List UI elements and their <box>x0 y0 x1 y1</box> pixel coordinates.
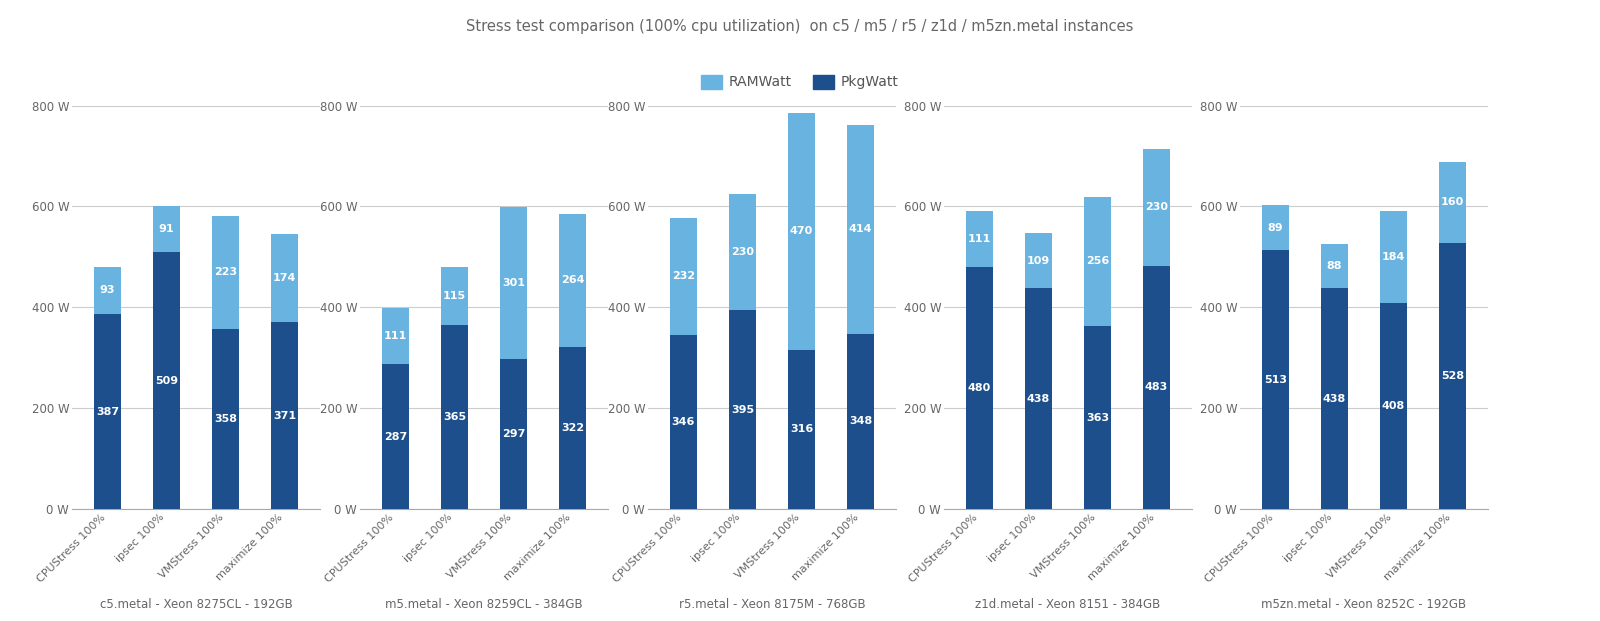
Text: 160: 160 <box>1442 197 1464 207</box>
Bar <box>789 350 814 509</box>
Bar <box>382 365 408 509</box>
Bar <box>848 333 874 509</box>
Text: 365: 365 <box>443 412 466 422</box>
Text: 297: 297 <box>502 429 525 439</box>
Bar <box>382 309 408 365</box>
Bar <box>442 325 467 509</box>
Bar <box>442 267 467 325</box>
Text: Stress test comparison (100% cpu utilization)  on c5 / m5 / r5 / z1d / m5zn.meta: Stress test comparison (100% cpu utiliza… <box>466 19 1134 34</box>
Text: 301: 301 <box>502 278 525 288</box>
Text: 232: 232 <box>672 271 694 281</box>
Text: 111: 111 <box>968 234 990 244</box>
Text: 174: 174 <box>274 273 296 283</box>
X-axis label: m5.metal - Xeon 8259CL - 384GB: m5.metal - Xeon 8259CL - 384GB <box>386 598 582 611</box>
Text: 89: 89 <box>1267 223 1283 233</box>
X-axis label: m5zn.metal - Xeon 8252C - 192GB: m5zn.metal - Xeon 8252C - 192GB <box>1261 598 1467 611</box>
Bar <box>1026 288 1051 509</box>
Text: 480: 480 <box>968 383 990 393</box>
Bar <box>94 314 120 509</box>
Text: 184: 184 <box>1382 252 1405 262</box>
Bar <box>272 234 298 322</box>
X-axis label: z1d.metal - Xeon 8151 - 384GB: z1d.metal - Xeon 8151 - 384GB <box>976 598 1160 611</box>
Text: 438: 438 <box>1323 394 1346 404</box>
Text: 348: 348 <box>850 417 872 427</box>
Bar <box>1322 288 1347 509</box>
Text: 223: 223 <box>214 267 237 278</box>
Bar <box>670 217 696 335</box>
Text: 395: 395 <box>731 404 754 415</box>
Text: 88: 88 <box>1326 261 1342 271</box>
Text: 363: 363 <box>1086 412 1109 423</box>
Text: 91: 91 <box>158 224 174 235</box>
Text: 111: 111 <box>384 332 406 342</box>
Text: 230: 230 <box>731 247 754 257</box>
Text: 387: 387 <box>96 407 118 417</box>
Bar <box>670 335 696 509</box>
Text: 408: 408 <box>1382 401 1405 411</box>
Bar <box>94 267 120 314</box>
Text: 115: 115 <box>443 291 466 301</box>
Text: 316: 316 <box>790 425 813 435</box>
Bar <box>1322 244 1347 288</box>
Text: 346: 346 <box>672 417 694 427</box>
Bar <box>730 194 755 310</box>
Bar <box>154 206 179 252</box>
Text: 230: 230 <box>1146 202 1168 212</box>
Bar <box>789 112 814 350</box>
Text: 438: 438 <box>1027 394 1050 404</box>
Bar <box>501 207 526 360</box>
Bar <box>966 267 992 509</box>
Bar <box>154 252 179 509</box>
Text: 483: 483 <box>1146 383 1168 392</box>
Text: 322: 322 <box>562 423 584 433</box>
Text: 414: 414 <box>850 224 872 234</box>
Bar <box>1381 303 1406 509</box>
X-axis label: r5.metal - Xeon 8175M - 768GB: r5.metal - Xeon 8175M - 768GB <box>678 598 866 611</box>
Bar <box>213 329 238 509</box>
Text: 109: 109 <box>1027 256 1050 266</box>
Text: 470: 470 <box>790 226 813 236</box>
Bar <box>560 214 586 347</box>
Bar <box>272 322 298 509</box>
Bar <box>213 216 238 329</box>
Bar <box>560 347 586 509</box>
Bar <box>1085 326 1110 509</box>
Bar <box>1381 211 1406 303</box>
Text: 371: 371 <box>274 410 296 420</box>
Legend: RAMWatt, PkgWatt: RAMWatt, PkgWatt <box>696 69 904 95</box>
Bar <box>848 125 874 333</box>
Bar <box>1026 233 1051 288</box>
X-axis label: c5.metal - Xeon 8275CL - 192GB: c5.metal - Xeon 8275CL - 192GB <box>99 598 293 611</box>
Text: 93: 93 <box>99 286 115 296</box>
Bar <box>1440 243 1466 509</box>
Bar <box>1262 206 1288 250</box>
Bar <box>1085 197 1110 326</box>
Bar <box>1144 150 1170 266</box>
Bar <box>1440 162 1466 243</box>
Text: 358: 358 <box>214 414 237 424</box>
Text: 287: 287 <box>384 432 406 442</box>
Text: 509: 509 <box>155 376 178 386</box>
Bar <box>966 211 992 267</box>
Text: 256: 256 <box>1086 256 1109 266</box>
Bar <box>501 360 526 509</box>
Bar <box>730 310 755 509</box>
Bar <box>1144 266 1170 509</box>
Bar <box>1262 250 1288 509</box>
Text: 513: 513 <box>1264 375 1286 385</box>
Text: 264: 264 <box>562 275 584 285</box>
Text: 528: 528 <box>1442 371 1464 381</box>
